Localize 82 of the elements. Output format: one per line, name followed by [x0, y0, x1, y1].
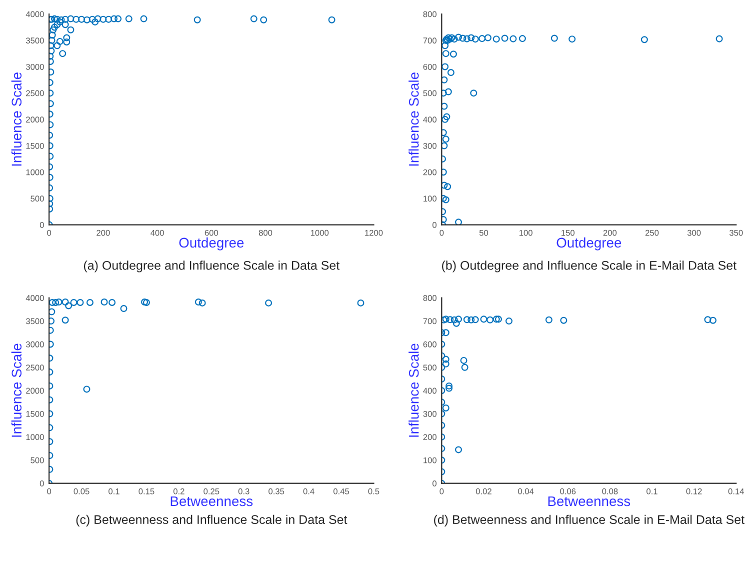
y-axis-title: Influence Scale [408, 344, 419, 437]
x-tick-label: 0 [440, 488, 444, 494]
y-tick-label: 3000 [26, 341, 44, 348]
y-tick-label: 0 [40, 222, 44, 228]
y-tick-label: 500 [423, 364, 436, 371]
y-axis-title: Influence Scale [11, 72, 22, 166]
y-tick-label: 500 [30, 457, 44, 464]
y-tick-label: 700 [423, 318, 436, 324]
y-tick-label: 400 [423, 116, 436, 123]
x-tick-label: 0.4 [303, 488, 314, 494]
x-tick-label: 0.35 [268, 488, 284, 494]
y-tick-label: 600 [423, 64, 436, 70]
y-tick-label: 800 [423, 295, 436, 301]
x-tick-label: 0.04 [518, 488, 534, 494]
x-tick-label: 400 [150, 230, 164, 236]
y-tick-label: 300 [423, 410, 436, 417]
y-tick-label: 1500 [26, 410, 44, 417]
x-tick-label: 0.02 [476, 488, 492, 494]
y-tick-label: 3000 [26, 64, 44, 70]
y-tick-label: 2500 [26, 90, 44, 96]
y-tick-label: 700 [423, 38, 436, 44]
x-tick-label: 0.45 [333, 488, 350, 494]
y-tick-label: 300 [423, 142, 436, 149]
x-tick-label: 50 [479, 230, 488, 236]
y-tick-label: 0 [432, 222, 436, 228]
y-axis-title: Influence Scale [408, 72, 419, 166]
y-tick-label: 100 [424, 457, 436, 464]
x-axis-title: Outdegree [556, 237, 622, 250]
x-tick-label: 200 [96, 230, 110, 236]
x-tick-label: 0.5 [368, 488, 380, 494]
x-tick-label: 0 [440, 230, 444, 236]
y-tick-label: 4000 [26, 11, 44, 18]
text: (b) Outdegree and Influence Scale in E-Mail Data Set [442, 260, 736, 272]
y-tick-label: 200 [423, 434, 436, 440]
x-tick-label: 0.25 [204, 488, 220, 494]
x-tick-label: 1200 [365, 230, 383, 236]
x-tick-label: 0.15 [138, 488, 154, 494]
x-tick-label: 350 [729, 230, 743, 236]
y-tick-label: 800 [423, 11, 436, 18]
y-tick-label: 600 [423, 341, 436, 348]
x-tick-label: 250 [645, 230, 659, 236]
x-tick-label: 200 [603, 230, 617, 236]
x-tick-label: 0.3 [238, 488, 250, 494]
text: (d) Betweenness and Influence Scale in E-Mail Data Set [434, 514, 744, 526]
x-tick-label: 0 [47, 488, 52, 494]
y-tick-label: 3500 [26, 38, 44, 44]
y-tick-label: 1000 [26, 169, 44, 176]
text: (a) Outdegree and Influence Scale in Data Set [84, 260, 340, 272]
y-tick-label: 2000 [26, 116, 44, 123]
y-tick-label: 3500 [26, 318, 44, 324]
y-tick-label: 1500 [26, 142, 44, 149]
x-tick-label: 1000 [310, 230, 329, 236]
y-tick-label: 4000 [26, 295, 44, 301]
x-tick-label: 0.12 [686, 488, 702, 494]
x-tick-label: 0.1 [108, 488, 120, 494]
y-tick-label: 400 [423, 388, 436, 394]
x-tick-label: 0.1 [646, 488, 658, 494]
x-axis-title: Betweenness [548, 496, 630, 506]
y-tick-label: 0 [432, 480, 436, 486]
y-tick-label: 0 [40, 480, 44, 486]
y-tick-label: 200 [423, 169, 436, 176]
x-tick-label: 0.06 [560, 488, 576, 494]
y-tick-label: 1000 [26, 434, 44, 440]
y-tick-label: 500 [30, 196, 44, 202]
x-axis-title: Betweenness [170, 496, 253, 506]
y-tick-label: 2500 [26, 364, 44, 371]
x-tick-label: 150 [562, 230, 574, 236]
x-tick-label: 0 [47, 230, 52, 236]
x-tick-label: 300 [687, 230, 701, 236]
x-tick-label: 0.05 [74, 488, 90, 494]
x-tick-label: 0.14 [728, 488, 744, 494]
y-axis-title: Influence Scale [11, 344, 22, 437]
y-tick-label: 500 [423, 90, 436, 96]
x-tick-label: 800 [258, 230, 272, 236]
x-tick-label: 0.08 [602, 488, 618, 494]
x-axis-title: Outdegree [179, 237, 244, 250]
x-tick-label: 600 [204, 230, 218, 236]
x-tick-label: 100 [519, 230, 532, 236]
y-tick-label: 2000 [26, 388, 44, 394]
y-tick-label: 100 [424, 196, 436, 202]
x-tick-label: 0.2 [173, 488, 184, 494]
text: (c) Betweenness and Influence Scale in Data Set [76, 514, 348, 526]
